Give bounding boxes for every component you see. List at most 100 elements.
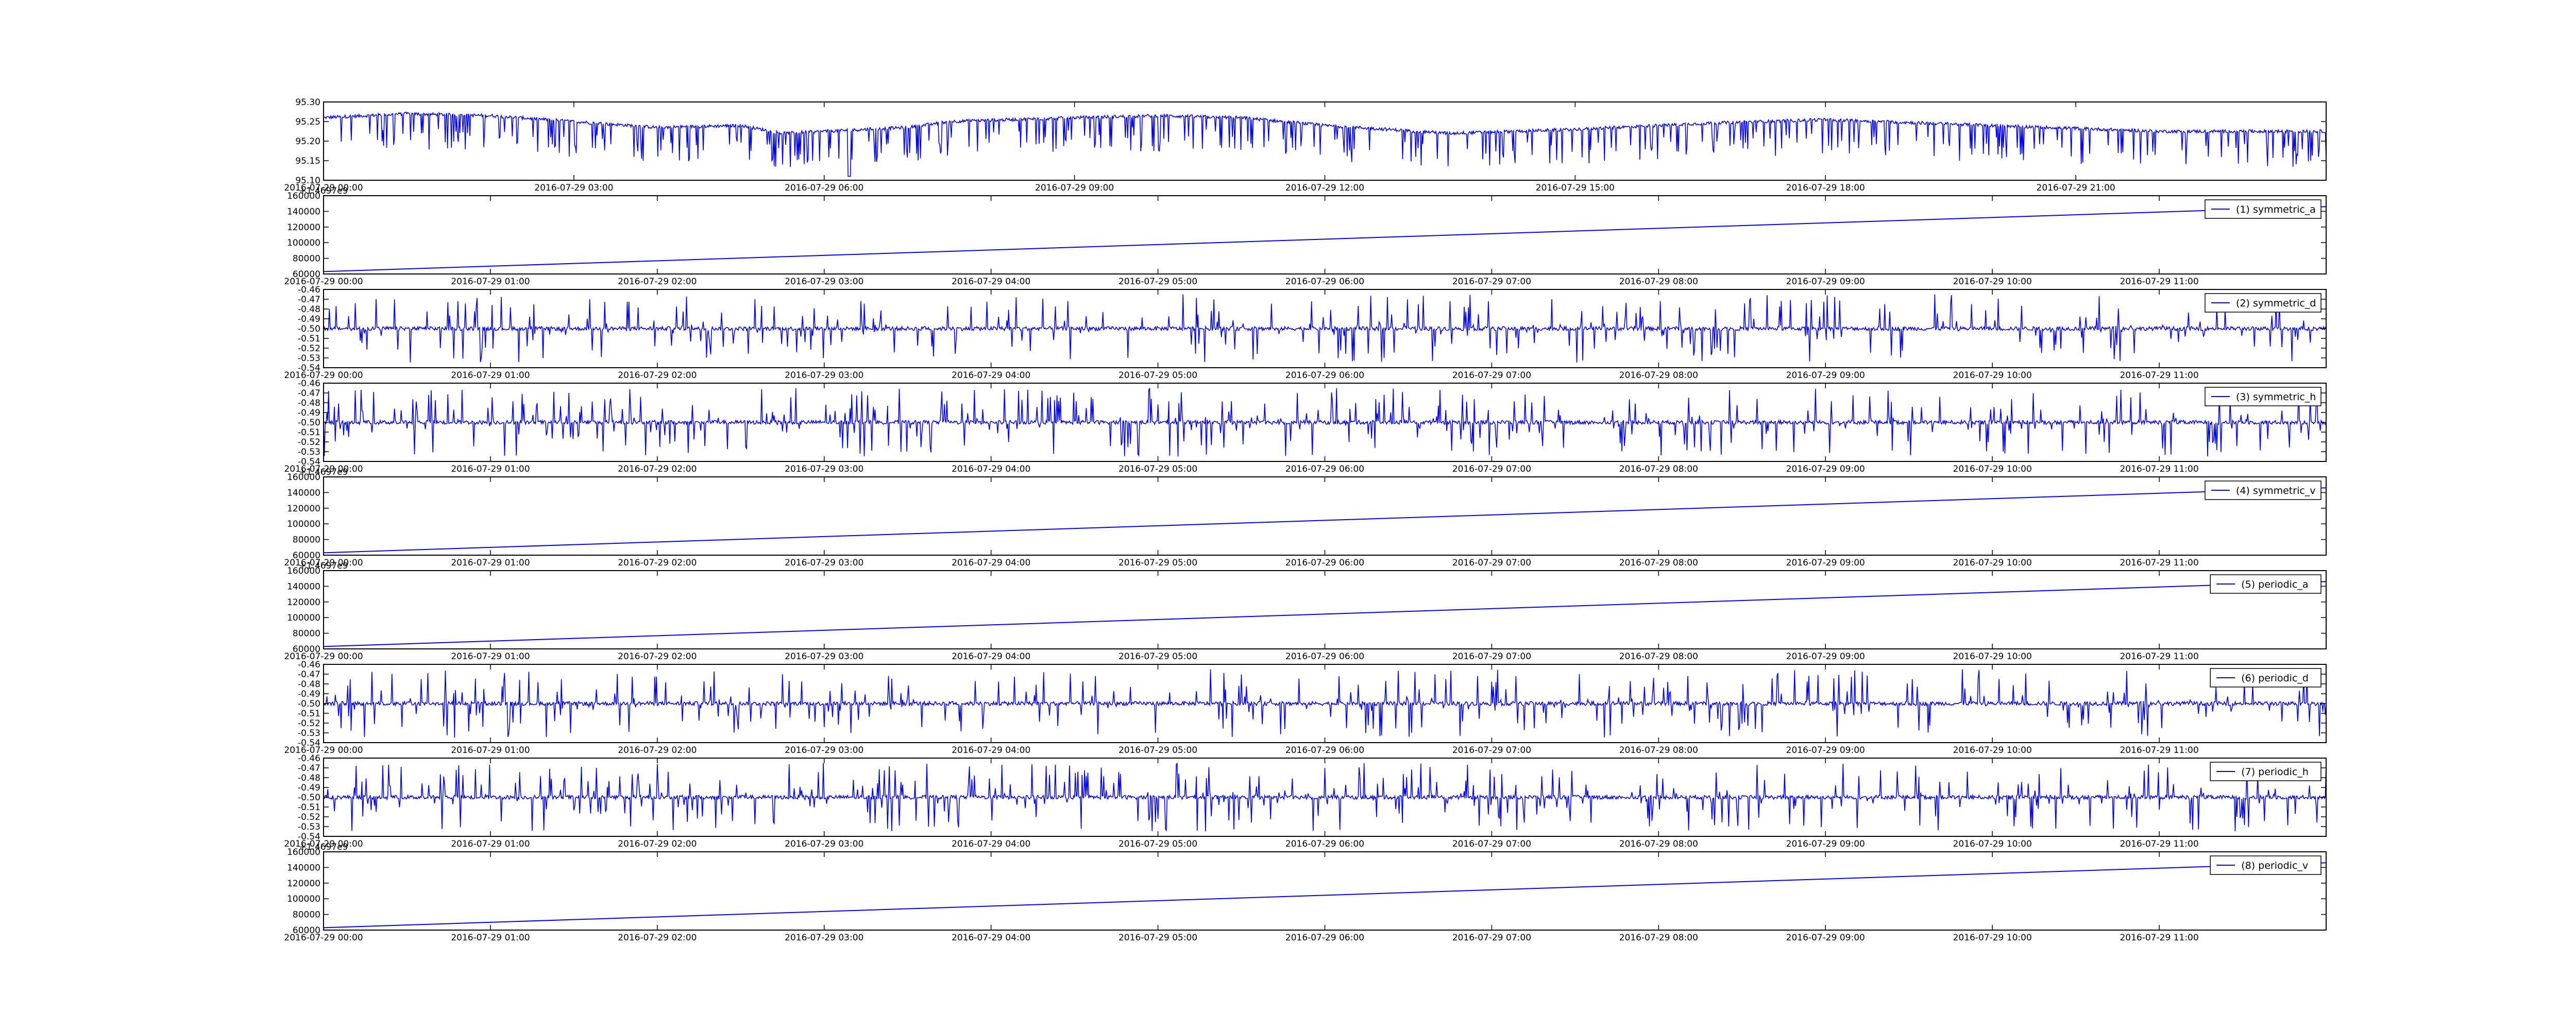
y-tick-label: -0.47	[298, 763, 320, 774]
y-tick-label: 95.25	[295, 117, 320, 127]
y-tick-label: -0.53	[298, 822, 320, 832]
x-tick-label: 2016-07-29 11:00	[2120, 651, 2198, 662]
y-tick-label: -0.46	[298, 753, 320, 764]
y-tick-label: -0.53	[298, 728, 320, 739]
x-tick-label: 2016-07-29 08:00	[1619, 839, 1698, 849]
chart-panel-6: -0.54-0.53-0.52-0.51-0.50-0.49-0.48-0.47…	[284, 660, 2327, 756]
series-line	[324, 206, 2326, 272]
x-tick-label: 2016-07-29 05:00	[1118, 558, 1197, 568]
x-tick-label: 2016-07-29 06:00	[1285, 370, 1364, 381]
x-tick-label: 2016-07-29 02:00	[618, 839, 697, 849]
series-line	[324, 111, 2326, 177]
x-tick-label: 2016-07-29 03:00	[785, 370, 863, 381]
x-tick-label: 2016-07-29 07:00	[1452, 464, 1531, 474]
chart-panel-7: -0.54-0.53-0.52-0.51-0.50-0.49-0.48-0.47…	[284, 753, 2327, 849]
legend-label: (8) periodic_v	[2241, 860, 2308, 871]
x-tick-label: 2016-07-29 00:00	[284, 277, 363, 287]
series-line	[324, 387, 2326, 457]
y-tick-label: 60000	[293, 551, 320, 561]
x-tick-label: 2016-07-29 06:00	[785, 183, 863, 193]
y-tick-label: -0.54	[298, 832, 320, 842]
x-tick-label: 2016-07-29 09:00	[1786, 277, 1865, 287]
y-tick-label: -0.53	[298, 353, 320, 364]
x-tick-label: 2016-07-29 02:00	[618, 370, 697, 381]
y-tick-label: -0.46	[298, 285, 320, 295]
legend-label: (2) symmetric_d	[2236, 298, 2316, 309]
x-tick-label: 2016-07-29 05:00	[1118, 464, 1197, 474]
x-tick-label: 2016-07-29 08:00	[1619, 464, 1698, 474]
y-tick-label: -0.52	[298, 718, 320, 729]
legend: (2) symmetric_d	[2205, 293, 2321, 313]
y-tick-label: -0.48	[298, 773, 320, 783]
x-tick-label: 2016-07-29 08:00	[1619, 651, 1698, 662]
x-tick-label: 2016-07-29 08:00	[1619, 370, 1698, 381]
y-tick-label: 80000	[293, 629, 320, 639]
x-tick-label: 2016-07-29 09:00	[1786, 651, 1865, 662]
x-tick-label: 2016-07-29 11:00	[2120, 464, 2198, 474]
x-tick-label: 2016-07-29 07:00	[1452, 839, 1531, 849]
y-tick-label: -0.52	[298, 437, 320, 448]
legend-label: (3) symmetric_h	[2236, 391, 2316, 403]
y-tick-label: -0.49	[298, 689, 320, 699]
legend-label: (7) periodic_h	[2241, 766, 2309, 778]
x-tick-label: 2016-07-29 03:00	[785, 745, 863, 756]
x-tick-label: 2016-07-29 06:00	[1285, 651, 1364, 662]
x-tick-label: 2016-07-29 05:00	[1118, 839, 1197, 849]
legend-label: (4) symmetric_v	[2236, 485, 2316, 496]
x-tick-label: 2016-07-29 04:00	[952, 558, 1030, 568]
y-tick-label: 100000	[287, 894, 320, 904]
legend-label: (1) symmetric_a	[2236, 204, 2316, 215]
x-tick-label: 2016-07-29 12:00	[1285, 183, 1364, 193]
x-tick-label: 2016-07-29 01:00	[451, 370, 530, 381]
chart-panel-1: 60000800001000001200001400001600002016-0…	[284, 186, 2327, 287]
x-tick-label: 2016-07-29 08:00	[1619, 933, 1698, 943]
x-tick-label: 2016-07-29 10:00	[1953, 464, 2032, 474]
x-tick-label: 2016-07-29 03:00	[785, 651, 863, 662]
x-tick-label: 2016-07-29 03:00	[534, 183, 613, 193]
chart-panel-4: 60000800001000001200001400001600002016-0…	[284, 467, 2327, 568]
x-tick-label: 2016-07-29 21:00	[2037, 183, 2115, 193]
x-tick-label: 2016-07-29 00:00	[284, 370, 363, 381]
x-tick-label: 2016-07-29 05:00	[1118, 651, 1197, 662]
legend: (5) periodic_a	[2210, 574, 2321, 594]
x-tick-label: 2016-07-29 00:00	[284, 745, 363, 756]
x-tick-label: 2016-07-29 02:00	[618, 277, 697, 287]
x-tick-label: 2016-07-29 03:00	[785, 839, 863, 849]
x-tick-label: 2016-07-29 02:00	[618, 464, 697, 474]
y-tick-label: 60000	[293, 925, 320, 936]
x-tick-label: 2016-07-29 09:00	[1786, 370, 1865, 381]
y-tick-label: -0.49	[298, 408, 320, 418]
x-tick-label: 2016-07-29 07:00	[1452, 558, 1531, 568]
x-tick-label: 2016-07-29 11:00	[2120, 839, 2198, 849]
x-tick-label: 2016-07-29 02:00	[618, 745, 697, 756]
x-tick-label: 2016-07-29 06:00	[1285, 558, 1364, 568]
x-tick-label: 2016-07-29 01:00	[451, 839, 530, 849]
legend: (7) periodic_h	[2210, 762, 2321, 781]
x-tick-label: 2016-07-29 01:00	[451, 558, 530, 568]
x-tick-label: 2016-07-29 04:00	[952, 464, 1030, 474]
legend: (6) periodic_d	[2210, 668, 2321, 688]
y-tick-label: -0.47	[298, 388, 320, 399]
y-tick-label: -0.49	[298, 783, 320, 793]
x-tick-label: 2016-07-29 10:00	[1953, 370, 2032, 381]
x-tick-label: 2016-07-29 07:00	[1452, 745, 1531, 756]
x-tick-label: 2016-07-29 09:00	[1786, 464, 1865, 474]
x-tick-label: 2016-07-29 03:00	[785, 464, 863, 474]
x-tick-label: 2016-07-29 00:00	[284, 839, 363, 849]
series-line	[324, 487, 2326, 554]
y-tick-label: 80000	[293, 535, 320, 545]
x-tick-label: 2016-07-29 09:00	[1035, 183, 1114, 193]
y-tick-label: 100000	[287, 519, 320, 529]
x-tick-label: 2016-07-29 04:00	[952, 651, 1030, 662]
y-tick-label: 95.20	[295, 136, 320, 147]
x-tick-label: 2016-07-29 09:00	[1786, 839, 1865, 849]
y-tick-label: -0.54	[298, 363, 320, 373]
x-tick-label: 2016-07-29 00:00	[284, 183, 363, 193]
y-tick-label: 140000	[287, 488, 320, 498]
x-tick-label: 2016-07-29 18:00	[1786, 183, 1865, 193]
y-tick-label: 140000	[287, 863, 320, 873]
x-tick-label: 2016-07-29 06:00	[1285, 277, 1364, 287]
x-tick-label: 2016-07-29 04:00	[952, 745, 1030, 756]
x-tick-label: 2016-07-29 02:00	[618, 558, 697, 568]
y-tick-label: 160000	[287, 472, 320, 483]
